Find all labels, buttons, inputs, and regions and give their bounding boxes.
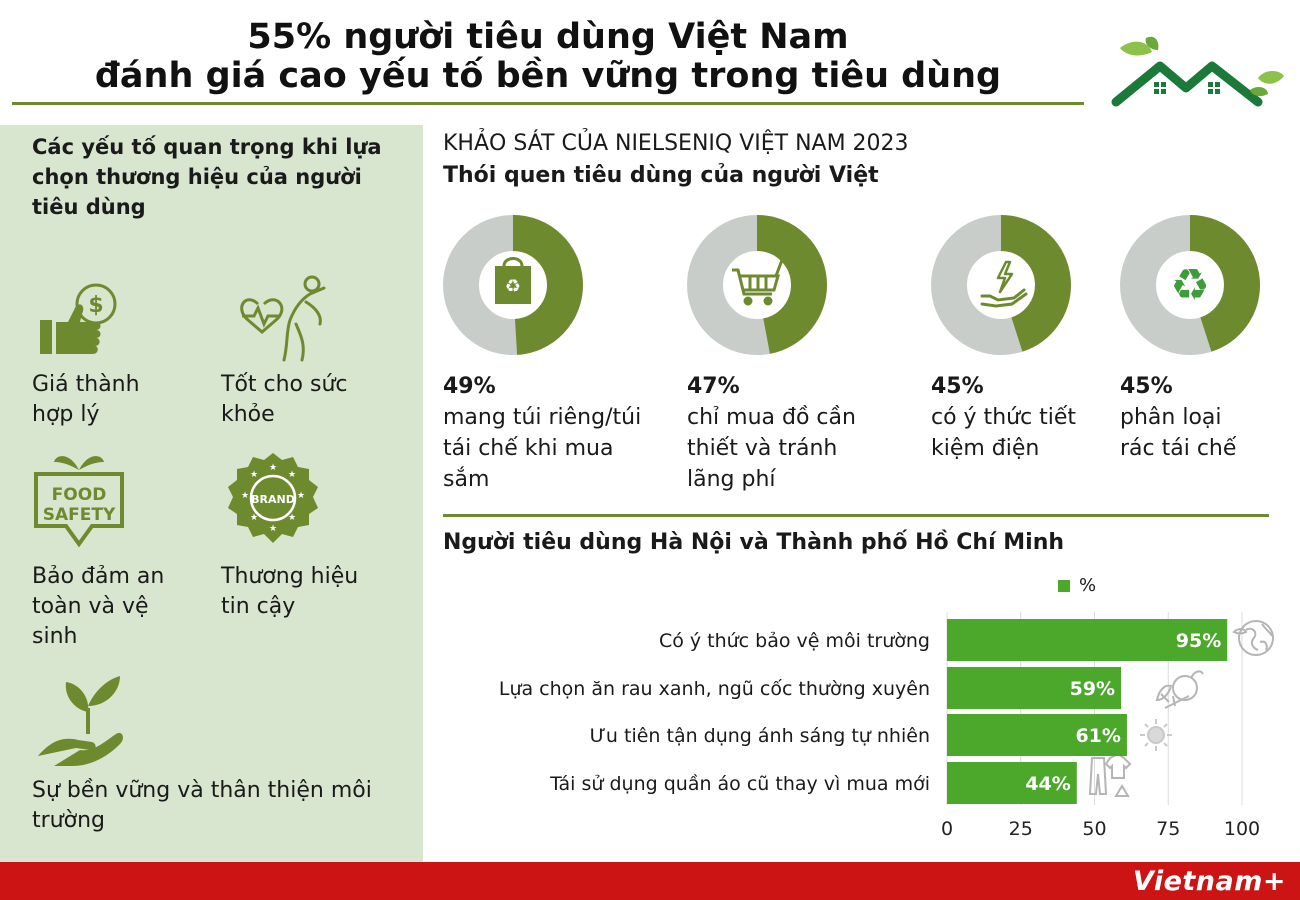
bar-data-label: 95% <box>1176 630 1221 652</box>
factor-label-sustainability: Sự bền vững và thân thiện môi trường <box>32 778 372 833</box>
bar <box>947 619 1228 661</box>
brand-badge-text: BRAND <box>251 493 295 506</box>
x-tick-label: 75 <box>1156 818 1180 840</box>
habit-donut-recycle: ♻ <box>1120 215 1260 355</box>
page-title: 55% người tiêu dùng Việt Nam đánh giá ca… <box>12 18 1084 96</box>
bar-chart: 95% 59% 61% 44% 0 25 50 75 100 Có ý thức bảo vệ… <box>499 612 1274 840</box>
survey-source: KHẢO SÁT CỦA NIELSENIQ VIỆT NAM 2023 <box>443 131 909 156</box>
energy-hand-icon <box>980 260 1028 308</box>
donut-arc-cart <box>687 215 827 355</box>
section-divider <box>443 514 1269 517</box>
legend-label: % <box>1079 575 1097 596</box>
svg-text:★: ★ <box>250 470 258 480</box>
footer-bar <box>0 862 1300 900</box>
habit-donut-cart <box>687 215 827 355</box>
bar <box>947 714 1127 756</box>
x-tick-label: 0 <box>941 818 953 840</box>
x-tick-label: 50 <box>1082 818 1106 840</box>
habit-donut-bag: ♻ <box>443 215 583 355</box>
bar-data-label: 61% <box>1075 725 1120 747</box>
factor-label-health: Tốt cho sức khỏe <box>221 372 348 427</box>
factor-label-safety: Bảo đảm an toàn và vệ sinh <box>32 564 165 649</box>
x-tick-label: 100 <box>1224 818 1260 840</box>
svg-text:$: $ <box>88 293 103 318</box>
plant-in-hand-icon <box>38 676 123 766</box>
habit-value: 49% <box>443 374 496 399</box>
vietnamplus-logo: Vietnam+ <box>1132 866 1286 897</box>
habit-desc: phân loại rác tái chế <box>1120 405 1237 461</box>
svg-text:★: ★ <box>250 513 258 523</box>
svg-text:★: ★ <box>297 491 305 501</box>
title-line-2: đánh giá cao yếu tố bền vững trong tiêu … <box>94 56 1002 96</box>
food-badge-text-1: FOOD <box>52 485 107 505</box>
habit-item-bag: 49% mang túi riêng/túi tái chế khi mua s… <box>443 372 648 495</box>
svg-text:★: ★ <box>288 513 296 523</box>
factor-label-price: Giá thành hợp lý <box>32 372 140 427</box>
habit-desc: chỉ mua đồ cần thiết và tránh lãng phí <box>687 405 856 492</box>
bar <box>947 762 1077 804</box>
habit-value: 47% <box>687 374 740 399</box>
svg-text:★: ★ <box>269 463 277 473</box>
recycle-icon: ♻ <box>1170 260 1209 311</box>
habit-donut-energy <box>931 215 1071 355</box>
house-leaf-logo-icon <box>1111 36 1284 107</box>
x-tick-label: 25 <box>1009 818 1033 840</box>
food-safety-badge-icon: FOOD SAFETY <box>34 456 124 548</box>
globe-icon <box>1232 620 1274 656</box>
habit-value: 45% <box>1120 374 1173 399</box>
bar-data-label: 44% <box>1025 773 1070 795</box>
habit-desc: có ý thức tiết kiệm điện <box>931 405 1077 461</box>
svg-text:★: ★ <box>269 524 277 534</box>
legend-swatch <box>1058 579 1070 592</box>
brand-seal-icon: BRAND ★ ★ ★ ★ ★ ★ ★ ★ <box>228 453 318 543</box>
bar-chart-title: Người tiêu dùng Hà Nội và Thành phố Hồ C… <box>443 530 1065 555</box>
title-divider <box>12 102 1084 105</box>
recycle-bag-icon: ♻ <box>495 257 531 304</box>
clothes-recycle-icon <box>1088 752 1132 797</box>
category-label: Có ý thức bảo vệ môi trường <box>659 630 930 652</box>
habit-item-cart: 47% chỉ mua đồ cần thiết và tránh lãng p… <box>687 372 877 495</box>
habit-value: 45% <box>931 374 984 399</box>
title-line-1: 55% người tiêu dùng Việt Nam <box>247 17 849 57</box>
healthy-person-icon <box>240 275 326 362</box>
svg-text:★: ★ <box>241 491 249 501</box>
food-badge-text-2: SAFETY <box>43 505 116 525</box>
svg-text:★: ★ <box>288 470 296 480</box>
donut-arc-energy <box>931 215 1071 355</box>
thumbs-up-dollar-icon: $ <box>40 283 117 354</box>
donut-arc-recycle <box>1120 215 1260 355</box>
habit-item-recycle: 45% phân loại rác tái chế <box>1120 372 1250 464</box>
category-label: Tái sử dụng quần áo cũ thay vì mua mới <box>549 773 930 795</box>
habit-desc: mang túi riêng/túi tái chế khi mua sắm <box>443 405 642 492</box>
shopping-cart-icon <box>732 258 786 306</box>
bar-data-label: 59% <box>1070 678 1115 700</box>
chart-legend: % <box>1058 575 1096 596</box>
survey-subtitle: Thói quen tiêu dùng của người Việt <box>443 163 879 188</box>
svg-text:♻: ♻ <box>505 276 521 297</box>
donut-arc-bag <box>443 215 583 355</box>
category-label: Ưu tiên tận dụng ánh sáng tự nhiên <box>590 725 930 747</box>
bar <box>947 667 1122 709</box>
factors-heading: Các yếu tố quan trọng khi lựa chọn thươn… <box>32 135 382 219</box>
category-label: Lựa chọn ăn rau xanh, ngũ cốc thường xuy… <box>499 678 930 700</box>
vegetables-icon <box>1155 670 1204 709</box>
factor-label-brand: Thương hiệu tin cậy <box>221 564 359 619</box>
sun-icon <box>1140 719 1172 751</box>
habit-item-energy: 45% có ý thức tiết kiệm điện <box>931 372 1081 464</box>
